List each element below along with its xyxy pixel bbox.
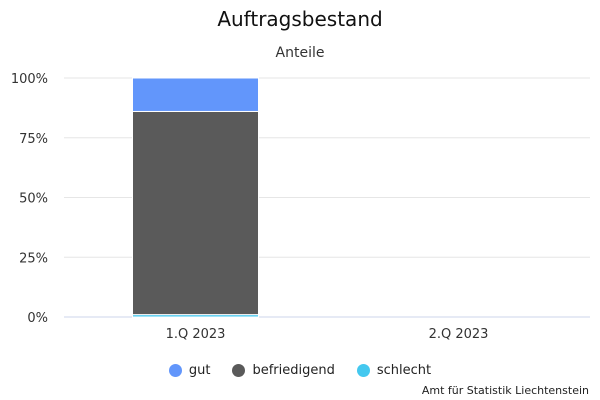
legend-label: befriedigend (252, 363, 335, 378)
legend-label: gut (188, 363, 211, 378)
y-tick-label: 75% (19, 132, 48, 147)
legend-label: schlecht (376, 363, 432, 378)
y-tick-label: 25% (19, 251, 48, 266)
credit-text: Amt für Statistik Liechtenstein (421, 384, 589, 397)
legend-swatch (232, 364, 246, 377)
legend-item-gut[interactable]: gut (168, 363, 211, 378)
y-tick-label: 100% (11, 72, 48, 87)
bar-segment-gut (132, 77, 259, 112)
legend-item-schlecht[interactable]: schlecht (356, 363, 432, 378)
chart-subtitle: Anteile (275, 45, 325, 61)
legend-swatch (356, 364, 370, 377)
legend-item-befriedigend[interactable]: befriedigend (232, 363, 335, 378)
chart-title: Auftragsbestand (217, 7, 383, 31)
x-tick-label: 1.Q 2023 (166, 327, 226, 342)
chart-legend: gut befriedigend schlecht (0, 363, 600, 378)
y-tick-label: 50% (19, 192, 48, 207)
bar-segment-befriedigend (132, 110, 259, 316)
bar-chart: 0% 25% 50% 75% 100% 1.Q 2023 2.Q 2023 (11, 72, 590, 342)
legend-swatch (168, 364, 182, 377)
x-tick-label: 2.Q 2023 (429, 327, 489, 342)
y-tick-label: 0% (27, 311, 48, 326)
